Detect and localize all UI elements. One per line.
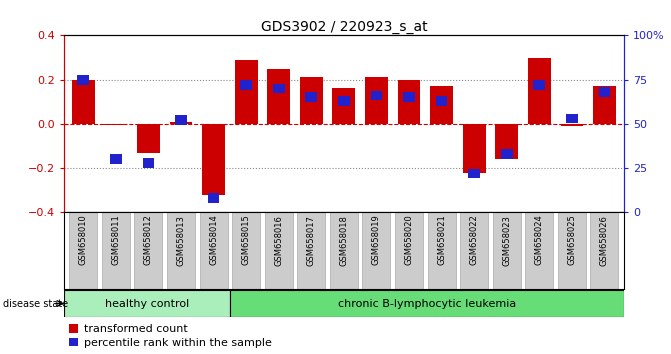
Bar — [528, 57, 551, 124]
Text: GSM658017: GSM658017 — [307, 215, 316, 266]
Bar — [175, 115, 187, 125]
Text: GSM658016: GSM658016 — [274, 215, 283, 266]
Text: GSM658014: GSM658014 — [209, 215, 218, 266]
Bar — [501, 149, 513, 159]
Bar — [533, 80, 546, 90]
Text: GSM658020: GSM658020 — [405, 215, 413, 266]
Bar — [468, 169, 480, 178]
Bar — [300, 78, 323, 124]
Bar — [460, 212, 488, 289]
Text: GSM658010: GSM658010 — [79, 215, 88, 266]
Bar — [72, 80, 95, 124]
Bar — [493, 212, 521, 289]
Bar — [273, 84, 285, 93]
Text: GSM658011: GSM658011 — [111, 215, 120, 266]
Bar — [495, 124, 518, 159]
Bar — [338, 96, 350, 106]
Bar — [202, 124, 225, 195]
Bar — [362, 212, 391, 289]
Bar — [560, 124, 583, 126]
Bar — [232, 212, 260, 289]
Bar — [267, 69, 290, 124]
Bar — [593, 86, 616, 124]
Bar — [167, 212, 195, 289]
Bar — [64, 290, 230, 317]
Bar — [110, 154, 121, 164]
Bar — [370, 91, 382, 101]
Text: GSM658018: GSM658018 — [340, 215, 348, 266]
Bar — [235, 60, 258, 124]
Legend: transformed count, percentile rank within the sample: transformed count, percentile rank withi… — [69, 324, 272, 348]
Bar — [435, 96, 448, 106]
Bar — [430, 86, 453, 124]
Bar — [137, 124, 160, 153]
Bar — [105, 124, 127, 125]
Text: GSM658021: GSM658021 — [437, 215, 446, 266]
Bar — [365, 78, 388, 124]
Text: GSM658023: GSM658023 — [503, 215, 511, 266]
Bar — [240, 80, 252, 90]
Text: GSM658019: GSM658019 — [372, 215, 381, 266]
Bar — [330, 212, 358, 289]
Bar — [142, 158, 154, 168]
Bar — [590, 212, 619, 289]
Bar — [265, 212, 293, 289]
Bar — [102, 212, 130, 289]
Text: GSM658015: GSM658015 — [242, 215, 251, 266]
Bar — [395, 212, 423, 289]
Title: GDS3902 / 220923_s_at: GDS3902 / 220923_s_at — [260, 21, 427, 34]
Bar — [170, 122, 193, 124]
Bar — [333, 88, 355, 124]
Bar — [297, 212, 325, 289]
Bar — [463, 124, 486, 172]
Bar — [525, 212, 554, 289]
Text: GSM658012: GSM658012 — [144, 215, 153, 266]
Text: GSM658025: GSM658025 — [568, 215, 576, 266]
Bar — [199, 212, 227, 289]
Text: GSM658013: GSM658013 — [176, 215, 185, 266]
Text: disease state: disease state — [3, 298, 68, 309]
Bar — [77, 75, 89, 85]
Bar — [69, 212, 97, 289]
Text: GSM658026: GSM658026 — [600, 215, 609, 266]
Bar — [305, 92, 317, 102]
Text: GSM658024: GSM658024 — [535, 215, 544, 266]
Bar — [599, 87, 611, 97]
Bar — [558, 212, 586, 289]
Bar — [230, 290, 624, 317]
Bar — [208, 193, 219, 203]
Bar — [427, 212, 456, 289]
Text: chronic B-lymphocytic leukemia: chronic B-lymphocytic leukemia — [338, 298, 516, 309]
Bar — [398, 80, 421, 124]
Bar — [134, 212, 162, 289]
Text: GSM658022: GSM658022 — [470, 215, 478, 266]
Bar — [403, 92, 415, 102]
Bar — [566, 114, 578, 124]
Text: healthy control: healthy control — [105, 298, 189, 309]
